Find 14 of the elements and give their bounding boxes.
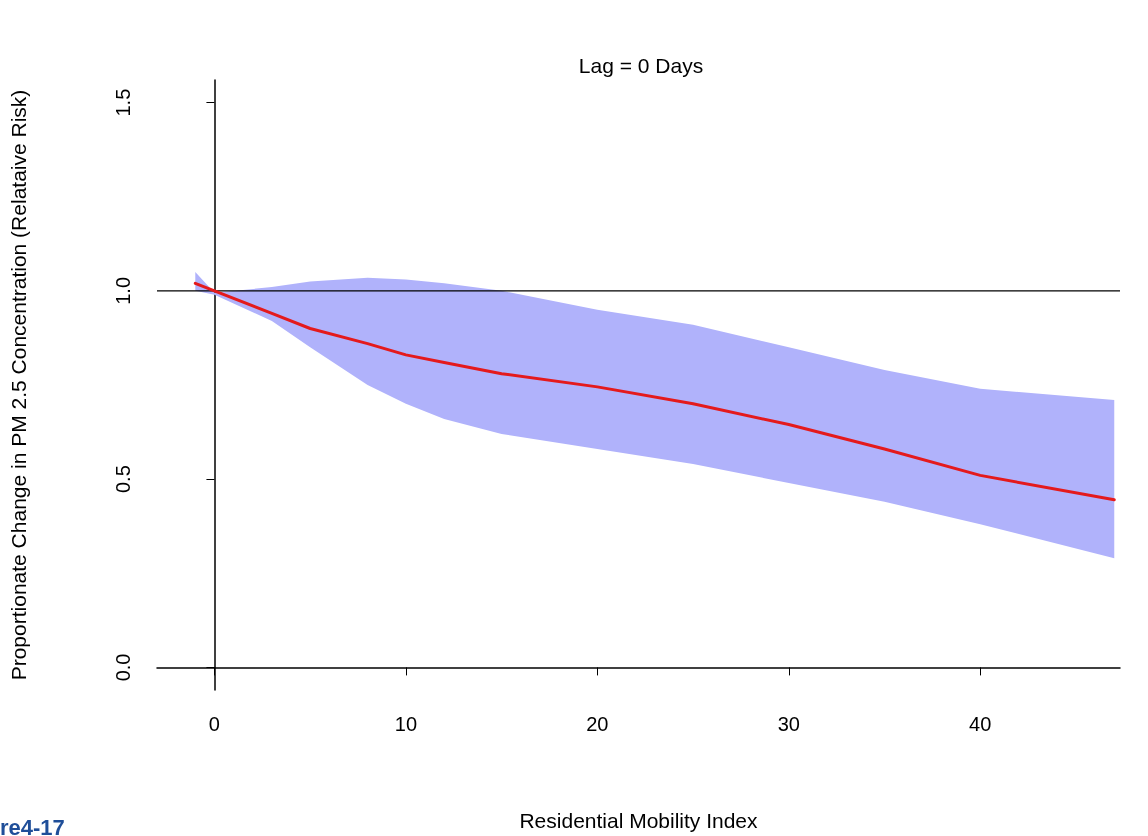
line-series xyxy=(193,281,1116,502)
x-tick-label: 0 xyxy=(208,713,220,735)
y-tick-label: 1.5 xyxy=(112,88,134,117)
x-tick-label: 10 xyxy=(394,713,418,735)
text: re4-17 xyxy=(0,814,65,836)
x-tick-label: 40 xyxy=(969,713,992,735)
x-tick-label: 30 xyxy=(777,713,800,735)
y-tick-label: 0.0 xyxy=(112,653,134,682)
x-tick-label: 20 xyxy=(586,713,609,735)
y-axis-title: Proportionate Change in PM 2.5 Concentration (Relataive Risk) xyxy=(7,89,30,681)
y-tick-label: 0.5 xyxy=(112,465,134,494)
chart-title: Lag = 0 Days xyxy=(578,54,704,77)
x-axis-title: Residential Mobility Index xyxy=(519,809,759,832)
y-tick-label: 1.0 xyxy=(112,276,134,305)
